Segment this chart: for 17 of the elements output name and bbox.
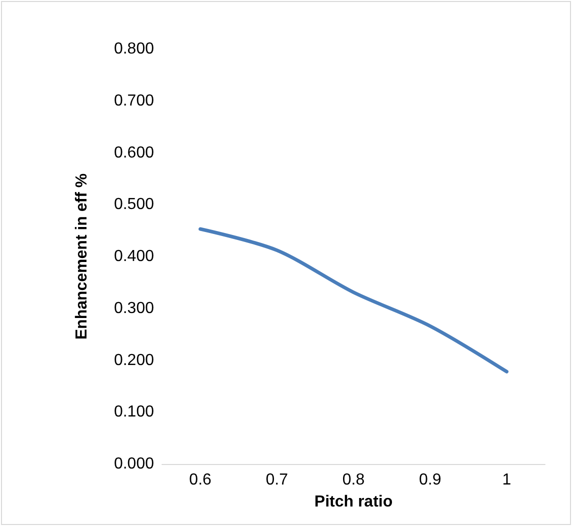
line-series: [198, 227, 508, 374]
y-tick-label: 0.000: [114, 456, 154, 472]
y-tick-label: 0.200: [114, 352, 154, 369]
y-tick-label: 0.400: [114, 248, 154, 265]
y-tick-label: 0.700: [114, 92, 154, 110]
y-tick-label: 0.100: [114, 404, 154, 421]
x-tick-label: 0.8: [342, 472, 365, 488]
x-axis-title: Pitch ratio: [314, 494, 393, 510]
y-tick-label: 0.500: [114, 196, 154, 214]
y-tick-label: 0.800: [114, 40, 154, 58]
x-tick-label: 0.9: [418, 472, 442, 488]
x-tick-label: 1: [502, 472, 512, 488]
y-axis-title: Enhancement in eff %: [74, 173, 90, 340]
y-tick-label: 0.300: [114, 300, 154, 317]
x-tick-label: 0.7: [266, 472, 288, 488]
y-tick-label: 0.600: [114, 144, 154, 162]
x-tick-label: 0.6: [189, 472, 212, 488]
